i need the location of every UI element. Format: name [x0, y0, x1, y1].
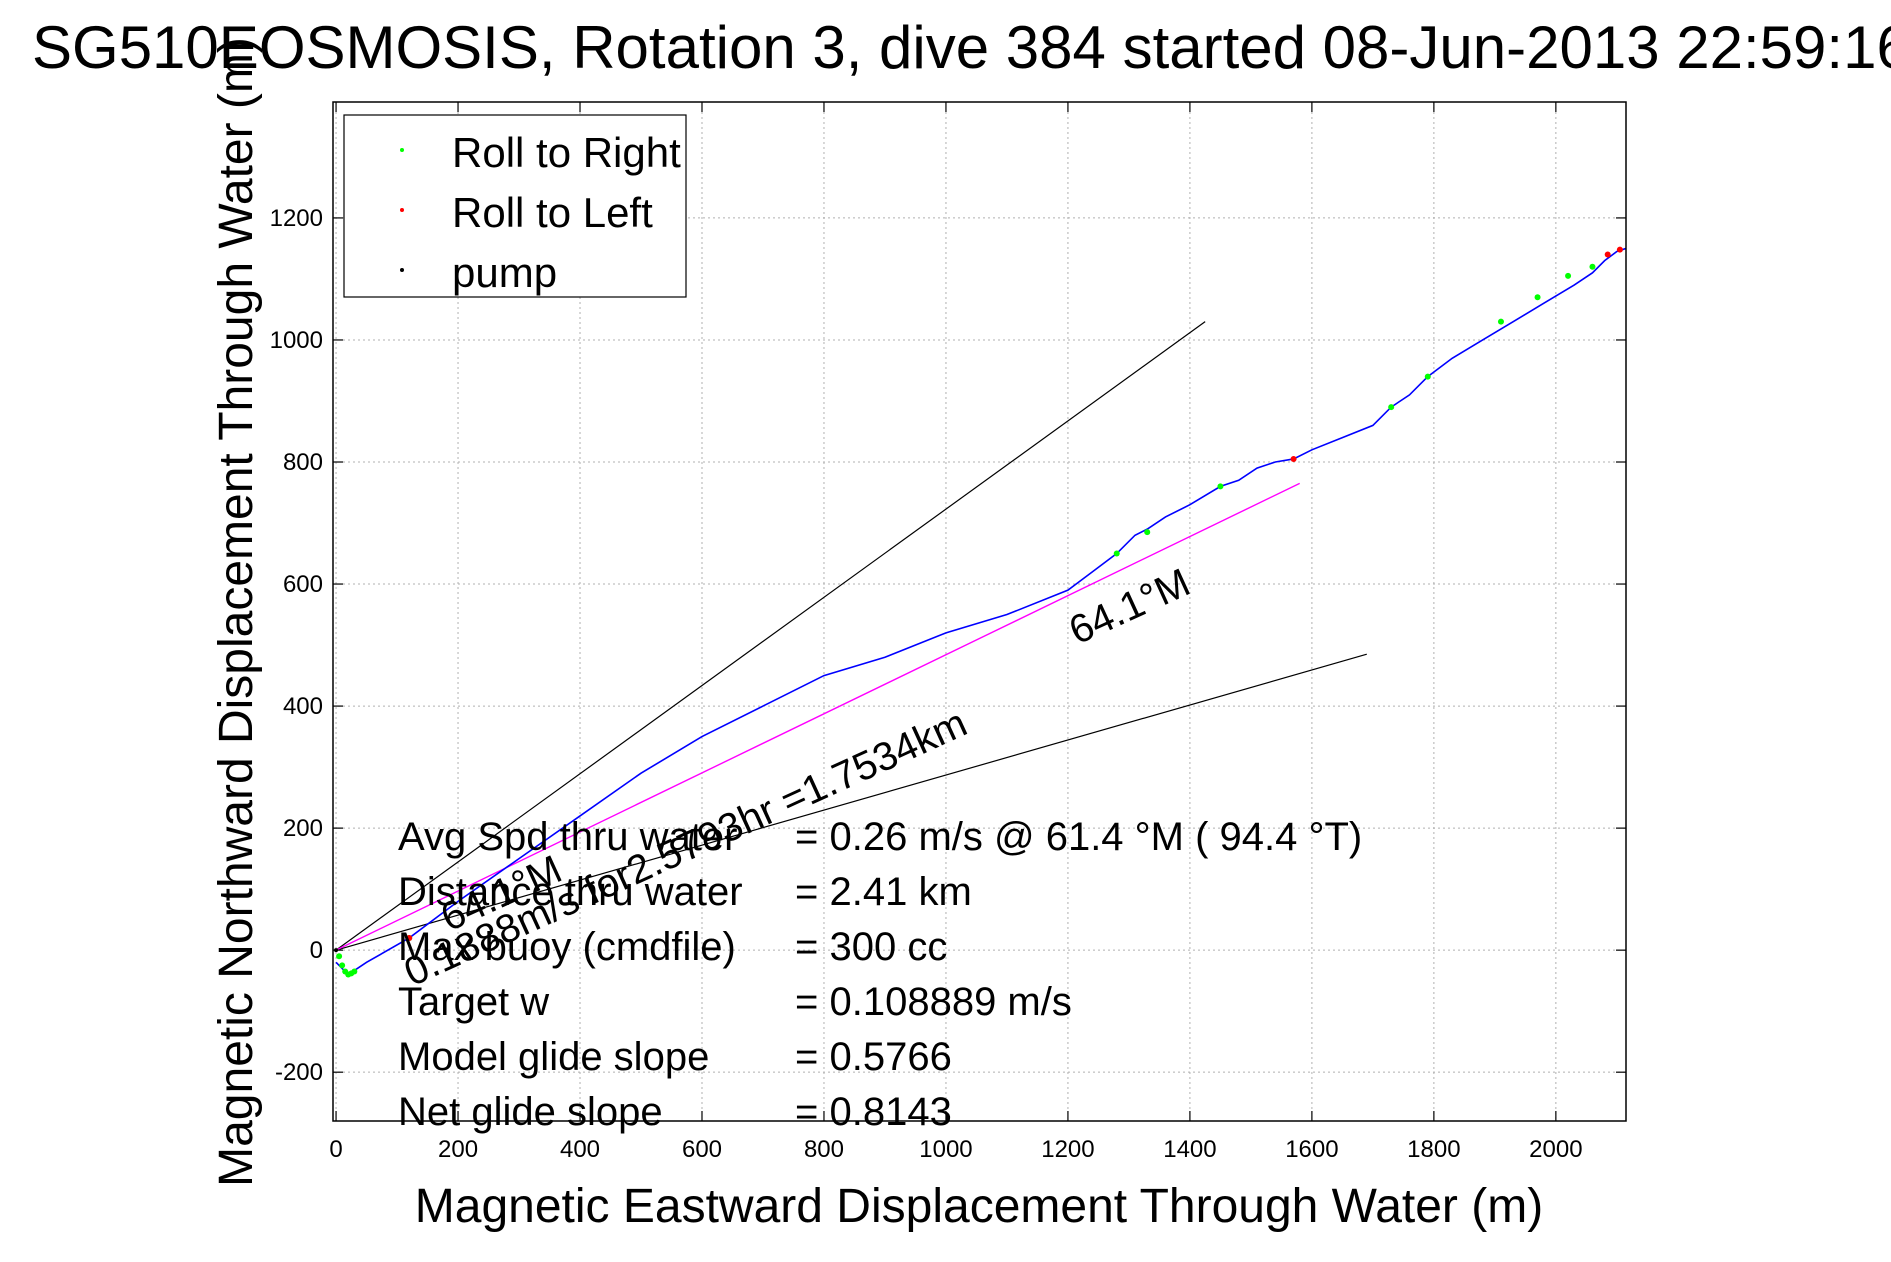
legend-marker: [400, 268, 404, 272]
y-tick-label: 1000: [270, 327, 323, 354]
x-tick-label: 1800: [1407, 1136, 1460, 1163]
track: [335, 247, 1627, 976]
roll-right-point: [1217, 483, 1224, 490]
x-tick-label: 0: [329, 1136, 342, 1163]
y-tick-label: 600: [283, 571, 323, 598]
stats-value: = 300 cc: [795, 925, 947, 969]
stats-value: = 2.41 km: [795, 870, 972, 914]
stats-label: Model glide slope: [398, 1035, 709, 1079]
roll-right-point: [1589, 263, 1596, 270]
y-tick-label: 1200: [270, 205, 323, 232]
heading-line-path: [335, 482, 1301, 951]
legend-label: Roll to Right: [452, 129, 681, 176]
x-tick-label: 600: [682, 1136, 722, 1163]
x-tick-label: 800: [804, 1136, 844, 1163]
stats-value: = 0.5766: [795, 1035, 952, 1079]
roll-right-point: [351, 968, 358, 975]
stats-value: = 0.108889 m/s: [795, 980, 1072, 1024]
y-tick-label: 400: [283, 693, 323, 720]
roll-right-point: [1534, 294, 1541, 301]
stats-label: Distance thru water: [398, 870, 743, 914]
stats-block: Avg Spd thru water = 0.26 m/s @ 61.4 °M (…: [398, 815, 1362, 1134]
y-tick-label: 0: [310, 937, 323, 964]
x-tick-label: 400: [560, 1136, 600, 1163]
x-tick-label: 1000: [919, 1136, 972, 1163]
cone-lines: [335, 321, 1367, 951]
stats-value: = 0.26 m/s @ 61.4 °M ( 94.4 °T): [795, 815, 1362, 859]
legend-label: Roll to Left: [452, 189, 653, 236]
x-tick-label: 1200: [1041, 1136, 1094, 1163]
legend-marker: [400, 148, 404, 152]
roll-left-point: [1290, 455, 1297, 462]
roll-right-point: [1424, 373, 1431, 380]
annotation-text: 64.1°M: [1063, 560, 1197, 653]
roll-right-point: [1497, 318, 1504, 325]
roll-right-point: [339, 962, 346, 969]
legend-box: [343, 114, 687, 298]
markers: [334, 246, 1623, 978]
roll-right-point: [1565, 272, 1572, 279]
stats-value: = 0.8143: [795, 1090, 952, 1134]
stats-label: Target w: [398, 980, 549, 1024]
roll-left-point: [1616, 246, 1623, 253]
x-tick-label: 1600: [1285, 1136, 1338, 1163]
y-tick-label: 800: [283, 449, 323, 476]
y-axis-label: Magnetic Northward Displacement Through …: [210, 37, 263, 1187]
roll-left-point: [406, 934, 413, 941]
cone-line-upper: [335, 321, 1206, 951]
heading-line: [335, 482, 1301, 951]
track-line: [335, 247, 1627, 976]
x-tick-label: 1400: [1163, 1136, 1216, 1163]
y-tick-label: -200: [275, 1059, 323, 1086]
stats-label: Avg Spd thru water: [398, 815, 737, 859]
legend-label: pump: [452, 249, 557, 296]
roll-right-point: [1144, 529, 1151, 536]
x-axis-label: Magnetic Eastward Displacement Through W…: [415, 1180, 1543, 1233]
roll-left-point: [1604, 251, 1611, 258]
axis-ticks: 0 200 400 600 800 1000 1200 1400 1600 1800 2000-20…: [270, 102, 1626, 1163]
stats-label: Net glide slope: [398, 1090, 663, 1134]
legend: Roll to Right Roll to Left pump: [343, 114, 687, 298]
roll-right-point: [336, 953, 343, 960]
roll-right-point: [1388, 404, 1395, 411]
y-tick-label: 200: [283, 815, 323, 842]
x-tick-label: 200: [438, 1136, 478, 1163]
legend-marker: [400, 208, 404, 212]
chart-title: SG510EOSMOSIS, Rotation 3, dive 384 star…: [32, 14, 1891, 81]
grid: [333, 102, 1626, 1121]
plot-frame: [332, 101, 1627, 1122]
x-tick-label: 2000: [1529, 1136, 1582, 1163]
stats-label: Max buoy (cmdfile): [398, 925, 736, 969]
roll-right-point: [1113, 550, 1120, 557]
cone-line-lower: [335, 653, 1367, 951]
